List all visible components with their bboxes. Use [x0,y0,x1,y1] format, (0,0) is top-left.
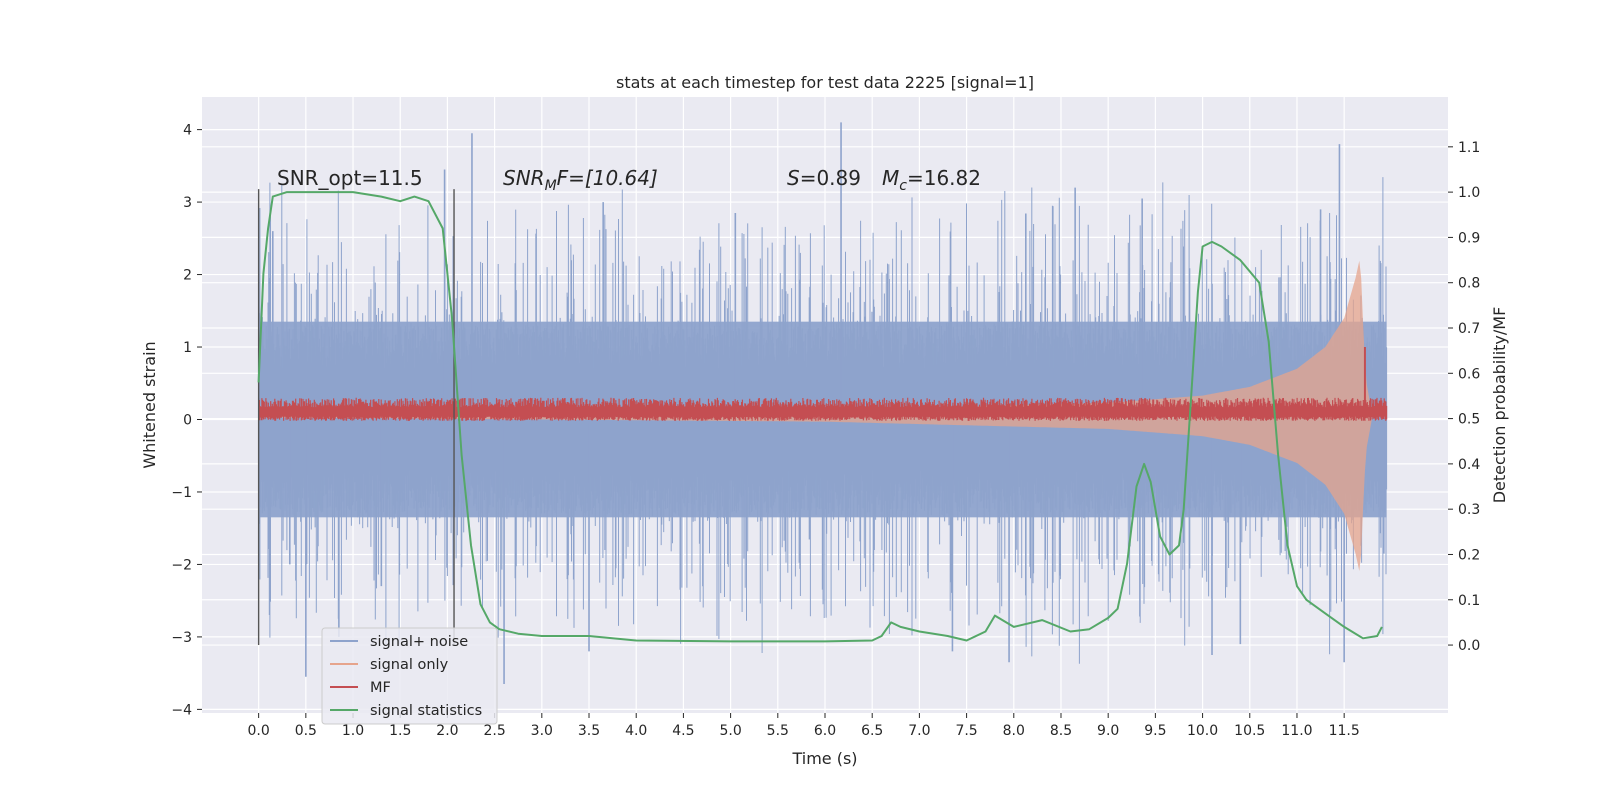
y-tick-label-left: 3 [183,195,192,211]
y-tick-label-right: 0.5 [1458,412,1480,428]
y-tick-label-left: 0 [183,412,192,428]
x-tick-label: 10.5 [1234,723,1265,739]
y-tick-label-left: −3 [171,630,192,646]
x-tick-label: 1.5 [389,723,411,739]
annotation-mc-symbol: M [882,166,899,190]
x-tick-label: 2.0 [436,723,458,739]
signal-statistics-line [257,191,1383,643]
y-axis-label-right: Detection probability/MF [1490,307,1509,504]
legend-label-signal-only: signal only [370,657,449,673]
y-tick-label-right: 1.0 [1458,185,1480,201]
x-tick-label: 1.0 [342,723,364,739]
plot-series [257,122,1388,685]
x-tick-label: 9.0 [1097,723,1119,739]
y-tick-label-right: 0.8 [1458,276,1480,292]
y-tick-label-left: −2 [171,557,192,573]
y-tick-label-right: 1.1 [1458,140,1480,156]
x-tick-label: 6.5 [861,723,883,739]
y-tick-label-right: 0.9 [1458,230,1480,246]
y-tick-label-right: 0.1 [1458,593,1480,609]
legend-label-signal-noise: signal+ noise [370,634,468,650]
x-tick-label: 0.0 [248,723,270,739]
y-tick-label-left: −1 [171,485,192,501]
y-tick-label-left: 1 [183,340,192,356]
y-tick-label-right: 0.0 [1458,638,1480,654]
x-tick-label: 11.0 [1281,723,1312,739]
y-tick-label-left: 2 [183,268,192,284]
x-tick-label: 5.5 [767,723,789,739]
x-tick-label: 7.0 [908,723,930,739]
x-tick-label: 6.0 [814,723,836,739]
annotation-snr-mf-value: F=[10.64] [557,166,658,190]
y-tick-label-right: 0.6 [1458,366,1480,382]
annotation-s-value: =0.89 [800,166,861,190]
x-axis-label: Time (s) [791,749,857,768]
y-tick-label-right: 0.3 [1458,502,1480,518]
x-tick-label: 7.5 [955,723,977,739]
x-tick-label: 4.0 [625,723,647,739]
x-tick-label: 11.5 [1329,723,1360,739]
annotation-mc-subscript: c [899,178,907,194]
x-tick-label: 0.5 [295,723,317,739]
y-tick-label-right: 0.2 [1458,547,1480,563]
legend-label-mf: MF [370,680,391,696]
y-tick-label-right: 0.4 [1458,457,1480,473]
y-tick-label-left: −4 [171,702,192,718]
y-tick-label-right: 0.7 [1458,321,1480,337]
x-tick-label: 8.5 [1050,723,1072,739]
x-tick-label: 5.0 [719,723,741,739]
y-axis-label-left: Whitened strain [140,341,159,468]
x-tick-label: 2.5 [483,723,505,739]
x-tick-label: 10.0 [1187,723,1218,739]
annotation-mc-value: =16.82 [907,166,981,190]
x-tick-label: 3.0 [531,723,553,739]
annotation-mc: Mc=16.82 [882,166,981,194]
annotation-snr-mf-symbol: SNR [503,166,545,190]
x-tick-label: 3.5 [578,723,600,739]
y-tick-label-left: 4 [183,123,192,139]
annotation-s: S=0.89 [787,166,861,190]
legend-box [321,627,498,725]
x-tick-label: 9.5 [1144,723,1166,739]
x-tick-label: 4.5 [672,723,694,739]
axes: 0.0 0.5 1.0 1.5 2.0 2.5 3.0 3.5 4.0 4.5 5.0 5.5 6.0 6… [171,123,1480,739]
annotation-snr-mf: SNRMF=[10.64] [503,166,658,194]
annotation-snr-opt: SNR_opt=11.5 [277,166,423,190]
legend-label-signal-statistics: signal statistics [370,703,482,719]
annotation-s-symbol: S [787,166,800,190]
chart-title: stats at each timestep for test data 222… [616,73,1034,92]
legend: signal+ noise signal only MF signal stat… [321,627,498,725]
annotation-snr-mf-subscript: M [545,178,557,194]
x-tick-label: 8.0 [1003,723,1025,739]
